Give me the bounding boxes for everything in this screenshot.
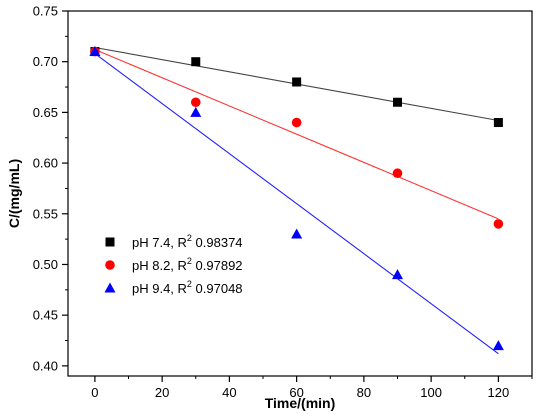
data-point-series-2 bbox=[291, 228, 303, 239]
data-point-series-1 bbox=[190, 97, 201, 108]
legend-label-series-2: pH 9.4, R2 0.97048 bbox=[132, 279, 243, 296]
y-tick-label: 0.75 bbox=[33, 4, 58, 19]
legend-superscript: 2 bbox=[187, 279, 192, 289]
x-tick-label: 0 bbox=[91, 385, 98, 400]
legend-r2-value: 0.98374 bbox=[192, 235, 243, 250]
legend-name: pH 7.4, R bbox=[132, 235, 187, 250]
x-axis-title: Time/(min) bbox=[265, 395, 336, 411]
x-tick-label: 40 bbox=[222, 385, 236, 400]
fit-lines bbox=[94, 46, 499, 355]
data-point-series-2 bbox=[492, 340, 504, 351]
y-tick-label: 0.70 bbox=[33, 54, 58, 69]
y-tick-label: 0.55 bbox=[33, 206, 58, 221]
legend-label-series-0: pH 7.4, R2 0.98374 bbox=[132, 233, 243, 250]
y-tick-label: 0.45 bbox=[33, 308, 58, 323]
data-point-series-0 bbox=[292, 77, 302, 87]
data-points bbox=[89, 46, 504, 351]
legend-label-series-1: pH 8.2, R2 0.97892 bbox=[132, 256, 243, 273]
legend-r2-value: 0.97048 bbox=[192, 281, 243, 296]
y-tick-label: 0.65 bbox=[33, 105, 58, 120]
plot-frame bbox=[67, 10, 533, 377]
x-tick-label: 120 bbox=[488, 385, 510, 400]
legend-marker-series-1 bbox=[105, 260, 115, 270]
legend-superscript: 2 bbox=[187, 233, 192, 243]
x-tick-label: 100 bbox=[420, 385, 442, 400]
y-tick-label: 0.40 bbox=[33, 358, 58, 373]
data-point-series-0 bbox=[493, 118, 503, 128]
x-tick-label: 20 bbox=[155, 385, 169, 400]
y-tick-label: 0.50 bbox=[33, 257, 58, 272]
x-tick-label: 60 bbox=[289, 385, 303, 400]
legend-superscript: 2 bbox=[187, 256, 192, 266]
data-point-series-0 bbox=[191, 57, 201, 67]
data-point-series-2 bbox=[190, 106, 202, 117]
legend-name: pH 8.2, R bbox=[132, 258, 187, 273]
axes: 0 20 40 60 80 100 120 0.40 0.45 0.50 0.55 0.60 0.65 0… bbox=[33, 4, 533, 400]
y-axis-title: C/(mg/mL) bbox=[6, 159, 22, 228]
data-point-series-2 bbox=[89, 46, 101, 57]
fit-line-series-1 bbox=[94, 49, 499, 220]
data-point-series-0 bbox=[393, 97, 403, 107]
fit-line-series-2 bbox=[94, 53, 499, 355]
data-point-series-2 bbox=[392, 269, 404, 280]
y-tick-label: 0.60 bbox=[33, 156, 58, 171]
legend-name: pH 9.4, R bbox=[132, 281, 187, 296]
legend-marker-series-2 bbox=[104, 282, 116, 293]
legend-r2-value: 0.97892 bbox=[192, 258, 243, 273]
data-point-series-1 bbox=[392, 168, 403, 179]
x-tick-label: 80 bbox=[357, 385, 371, 400]
data-point-series-1 bbox=[493, 219, 504, 229]
legend-marker-series-0 bbox=[105, 237, 115, 247]
data-point-series-1 bbox=[291, 117, 302, 128]
